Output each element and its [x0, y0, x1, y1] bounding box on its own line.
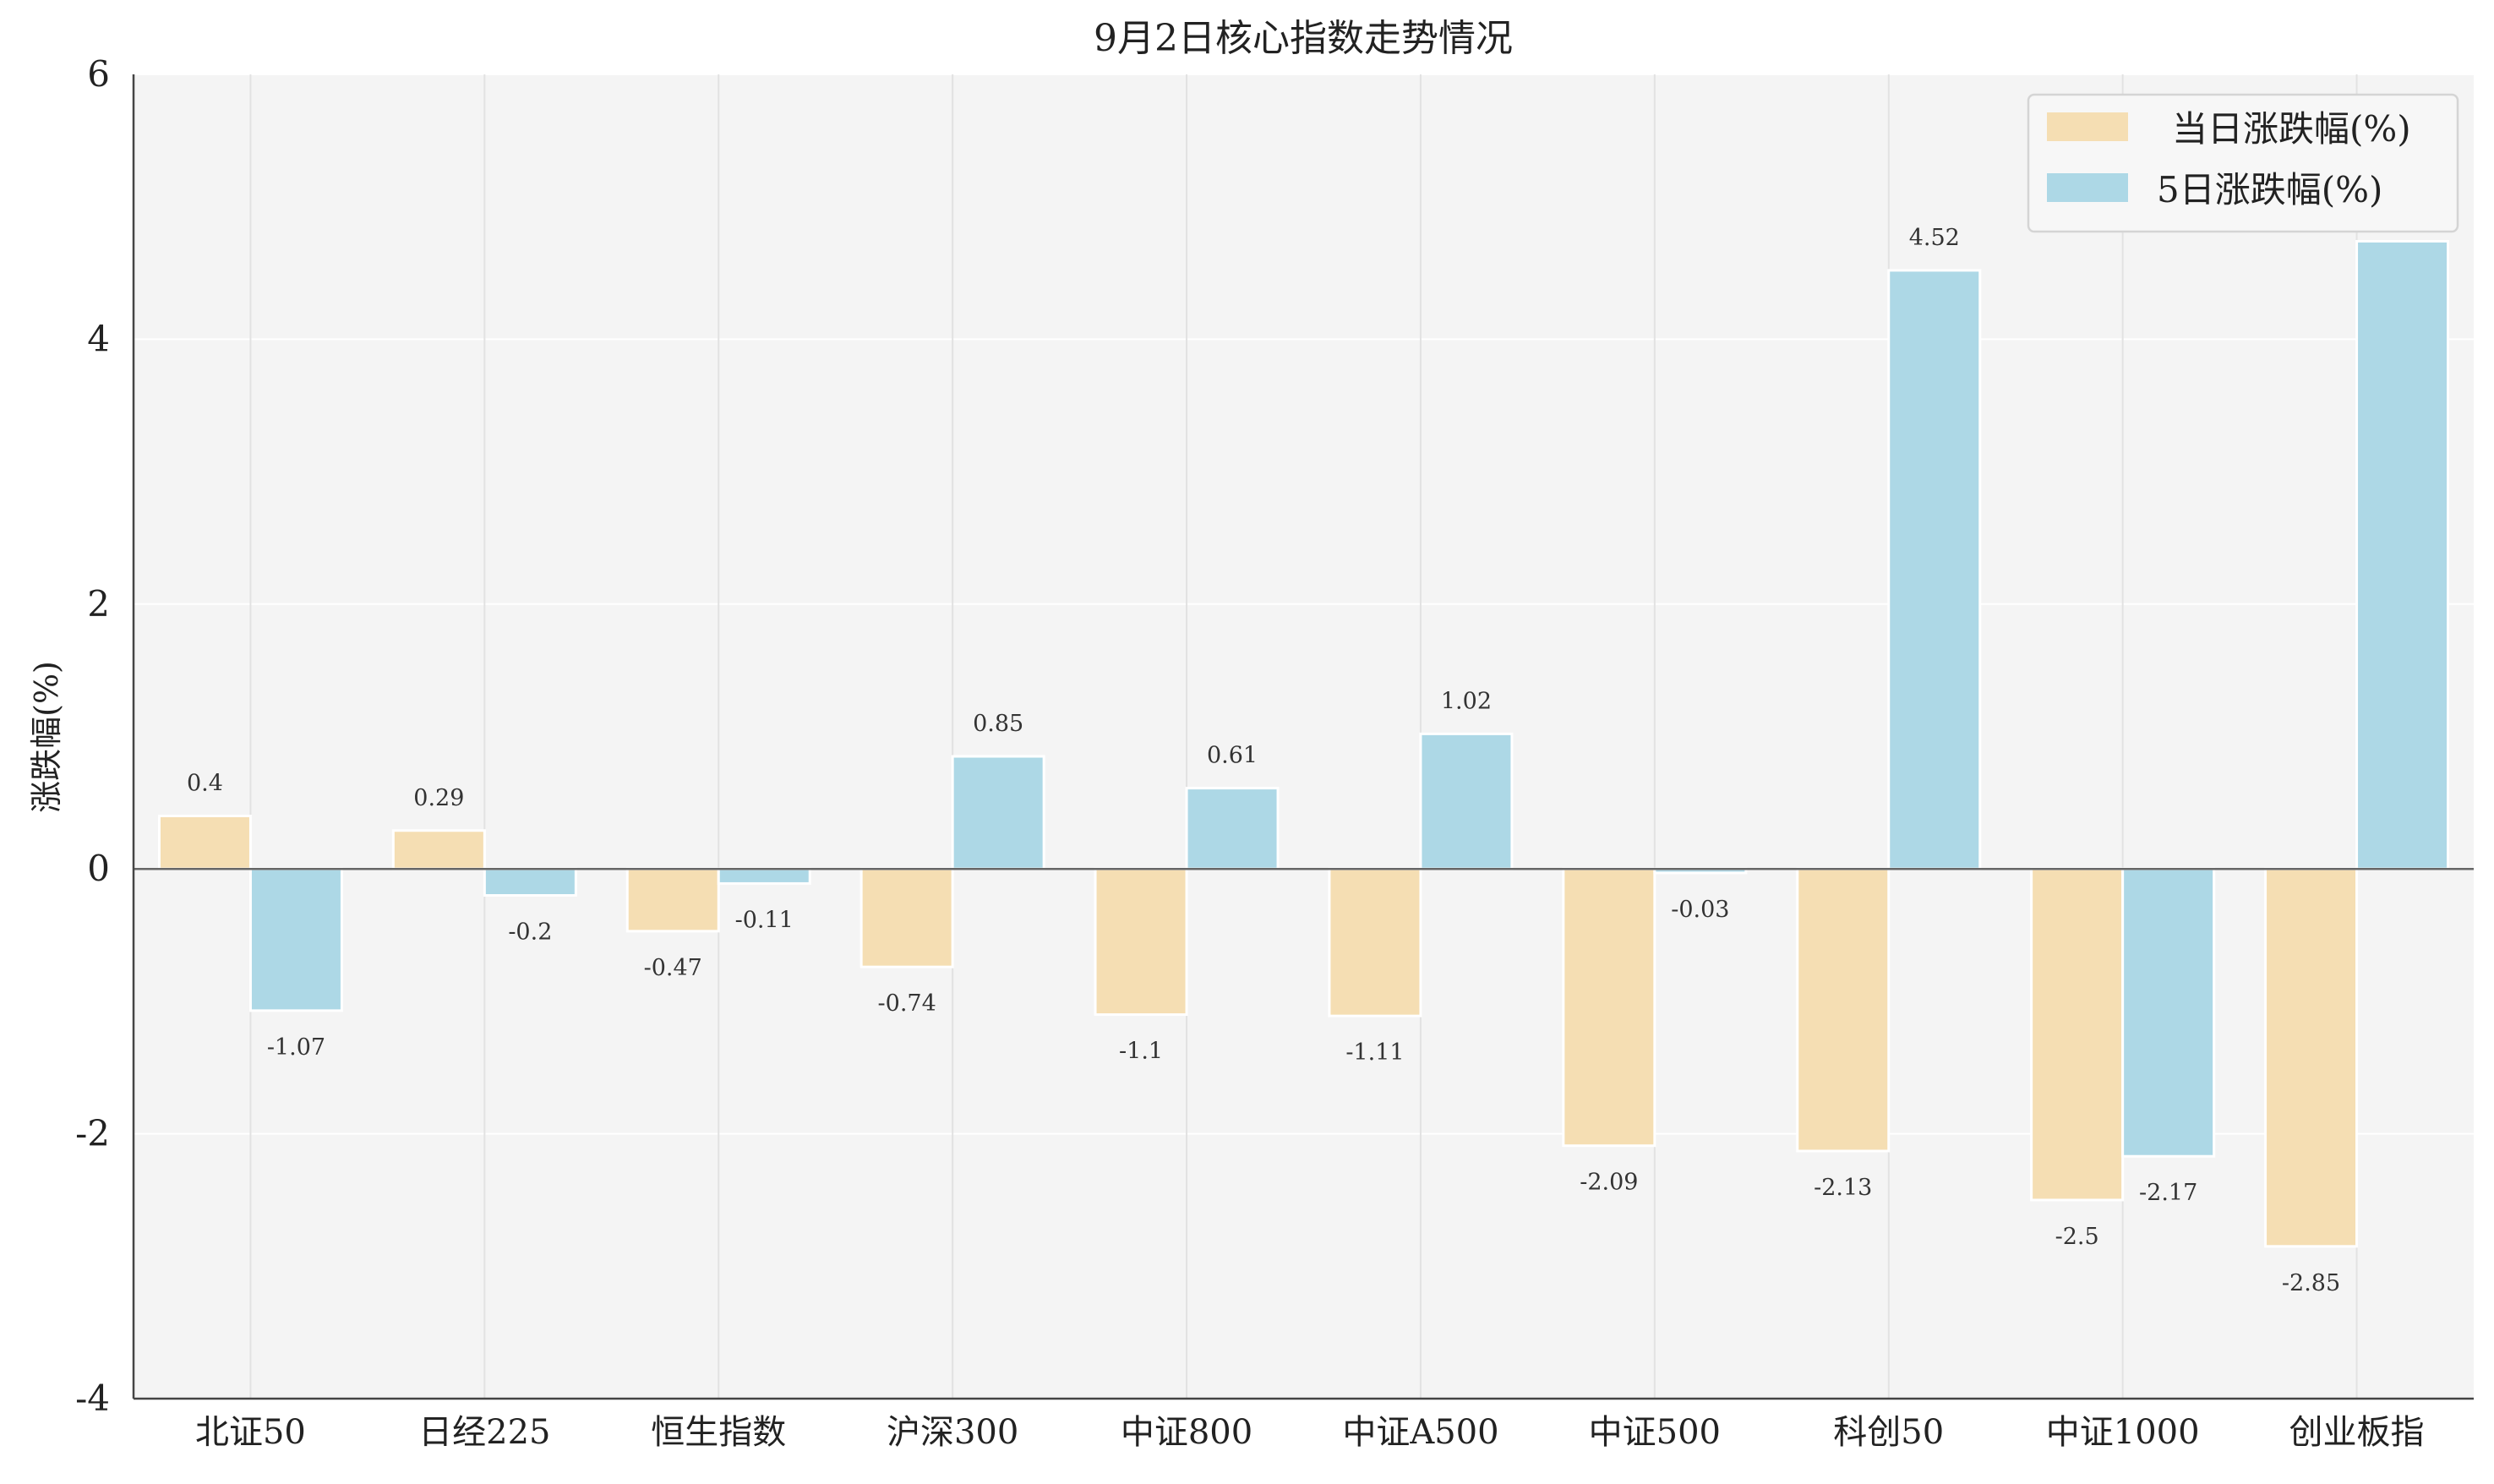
- bar-series-1: [1562, 867, 1656, 1148]
- bar-series-1: [2030, 867, 2125, 1202]
- data-label-series-2: -0.11: [735, 907, 794, 933]
- bar-series-2: [1419, 732, 1514, 870]
- data-label-series-1: -0.47: [644, 955, 702, 981]
- chart-title: 9月2日核心指数走势情况: [1094, 17, 1513, 60]
- data-label-series-1: -1.11: [1345, 1039, 1404, 1066]
- bar-series-2: [1185, 787, 1280, 870]
- data-label-series-2: -0.2: [508, 919, 552, 946]
- y-tick-label: 4: [87, 318, 110, 359]
- x-tick-label: 中证800: [1121, 1413, 1252, 1452]
- bar-series-1: [1796, 867, 1891, 1153]
- legend-box: [2027, 93, 2459, 233]
- x-tick-label: 中证500: [1589, 1413, 1721, 1452]
- legend-label-daily: 当日涨跌幅(%): [2172, 108, 2411, 150]
- bar-series-2: [951, 755, 1045, 870]
- x-tick-label: 北证50: [195, 1413, 306, 1452]
- data-labels: 0.4 0.29 -0.47 -0.74 -1.1 -1.11 -2.09 -2.13 -2.5…: [187, 195, 2428, 1296]
- data-label-series-2: -1.07: [267, 1034, 325, 1061]
- data-label-series-2: 0.85: [973, 711, 1023, 737]
- data-label-series-2: -2.17: [2139, 1180, 2197, 1206]
- data-label-series-1: -1.1: [1119, 1039, 1163, 1065]
- data-label-series-1: -2.13: [1814, 1175, 1872, 1201]
- x-tick-label: 中证1000: [2046, 1413, 2200, 1452]
- bar-series-2: [483, 867, 577, 897]
- x-tick-label: 恒生指数: [651, 1413, 786, 1452]
- data-label-series-1: -0.74: [878, 990, 936, 1017]
- x-tick-label: 沪深300: [887, 1413, 1018, 1452]
- data-label-series-1: 0.29: [413, 785, 464, 811]
- x-tick-label: 创业板指: [2289, 1413, 2425, 1452]
- y-tick-label: -2: [75, 1113, 110, 1154]
- x-tick-label: 科创50: [1833, 1413, 1944, 1452]
- bar-series-2: [2355, 239, 2450, 870]
- data-label-series-2: 1.02: [1441, 688, 1492, 714]
- bar-series-1: [391, 829, 486, 870]
- bar-series-1: [157, 815, 252, 870]
- data-label-series-2: 4.52: [1909, 225, 1960, 251]
- data-label-series-2: -0.03: [1671, 897, 1729, 923]
- legend: 当日涨跌幅(%) 5日涨跌幅(%): [2027, 93, 2459, 233]
- data-label-series-1: -2.5: [2055, 1224, 2099, 1250]
- y-tick-label: 6: [87, 53, 110, 95]
- y-tick-label: 2: [87, 583, 110, 625]
- legend-swatch-5day: [2047, 173, 2128, 202]
- bar-series-1: [1328, 867, 1422, 1018]
- bar-series-1: [2264, 867, 2359, 1248]
- y-tick-labels: -4 -2 0 2 4 6: [75, 53, 110, 1419]
- bar-series-1: [860, 867, 954, 968]
- legend-label-5day: 5日涨跌幅(%): [2157, 169, 2382, 210]
- legend-swatch-daily: [2047, 112, 2128, 141]
- data-label-series-2: 0.61: [1207, 743, 1258, 769]
- x-tick-label: 日经225: [418, 1413, 550, 1452]
- y-axis-label: 涨跌幅(%): [28, 661, 65, 813]
- bar-series-2: [717, 867, 811, 885]
- bar-series-2: [248, 867, 343, 1012]
- bar-series-2: [2121, 867, 2216, 1158]
- bars: [157, 239, 2450, 1248]
- bar-series-2: [1887, 269, 1982, 870]
- y-tick-label: -4: [75, 1378, 110, 1419]
- y-tick-label: 0: [87, 848, 110, 889]
- x-tick-label: 中证A500: [1342, 1413, 1498, 1452]
- data-label-series-1: 0.4: [187, 771, 223, 797]
- data-label-series-1: -2.85: [2282, 1270, 2340, 1296]
- data-label-series-1: -2.09: [1580, 1170, 1638, 1196]
- bar-series-1: [1094, 867, 1188, 1017]
- bar-series-1: [625, 867, 720, 933]
- x-tick-labels: 北证50 日经225 恒生指数 沪深300 中证800 中证A500 中证500 科创50 中证…: [195, 1413, 2425, 1452]
